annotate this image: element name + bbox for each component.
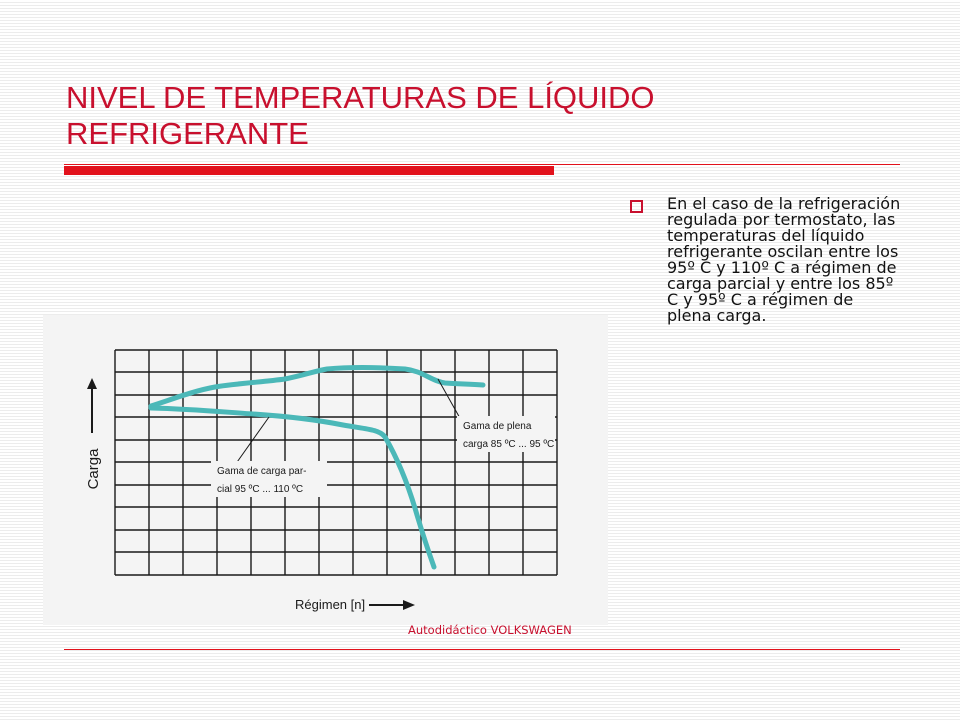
bullet-text: En el caso de la refrigeración regulada … bbox=[667, 194, 901, 325]
annotation-partial-load-line1: Gama de carga par- bbox=[217, 466, 307, 477]
curves bbox=[148, 365, 486, 570]
annotation-full-load-line1: Gama de plena bbox=[463, 421, 532, 432]
y-axis-arrow-icon bbox=[87, 378, 97, 433]
x-axis-arrow-icon bbox=[369, 600, 415, 610]
title-underline-thick bbox=[64, 166, 554, 175]
square-bullet-icon bbox=[630, 200, 643, 213]
grid bbox=[114, 349, 558, 576]
annotation-partial-load: Gama de carga par- cial 95 ºC ... 110 ºC bbox=[211, 461, 327, 497]
partial-load-curve bbox=[148, 405, 437, 570]
slide-title: NIVEL DE TEMPERATURAS DE LÍQUIDO REFRIGE… bbox=[66, 80, 655, 151]
x-axis-label: Régimen [n] bbox=[295, 597, 365, 612]
y-axis-label: Carga bbox=[85, 448, 102, 490]
diagram-image: Carga Régimen [n] Gama de plena carga 85… bbox=[43, 315, 608, 625]
title-underline-thin bbox=[64, 164, 900, 165]
bullet-item: En el caso de la refrigeración regulada … bbox=[630, 196, 902, 324]
diagram-svg: Carga Régimen [n] Gama de plena carga 85… bbox=[85, 349, 558, 612]
bottom-rule bbox=[64, 649, 900, 650]
annotation-partial-load-line2: cial 95 ºC ... 110 ºC bbox=[217, 484, 303, 495]
annotation-full-load-line2: carga 85 ºC ... 95 ºC bbox=[463, 439, 554, 450]
full-load-curve bbox=[148, 365, 486, 409]
annotation-full-load: Gama de plena carga 85 ºC ... 95 ºC bbox=[457, 416, 555, 452]
bullet-list: En el caso de la refrigeración regulada … bbox=[630, 196, 902, 324]
leader-lines bbox=[234, 378, 462, 466]
figure-caption: Autodidáctico VOLKSWAGEN bbox=[408, 623, 572, 637]
